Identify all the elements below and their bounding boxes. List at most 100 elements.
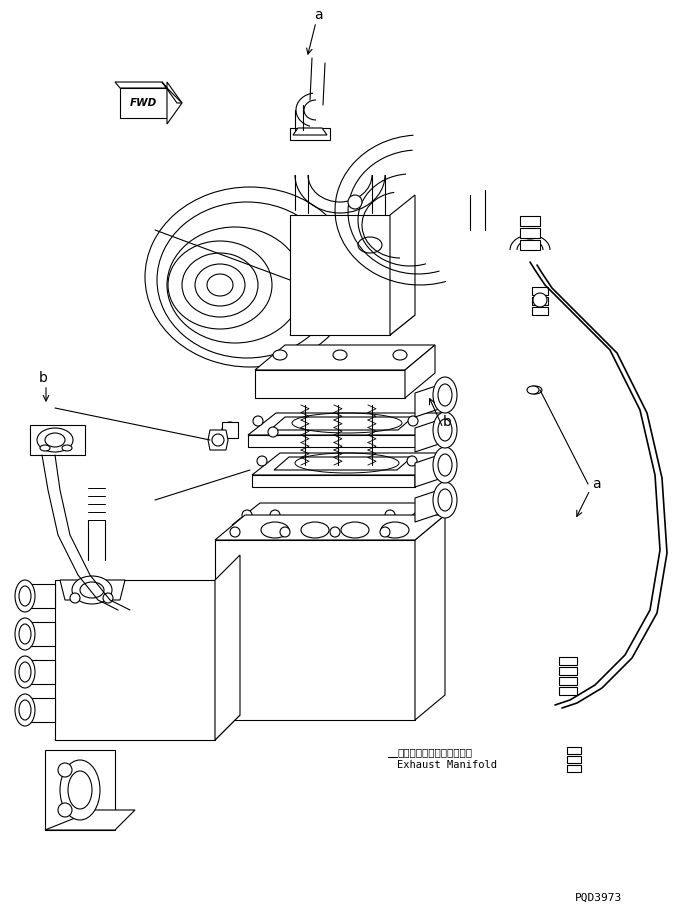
Polygon shape — [115, 82, 167, 88]
Text: b: b — [443, 415, 452, 429]
Polygon shape — [559, 677, 577, 685]
Polygon shape — [232, 503, 428, 525]
Polygon shape — [559, 667, 577, 675]
Polygon shape — [415, 453, 443, 487]
Polygon shape — [60, 580, 125, 600]
Polygon shape — [559, 687, 577, 695]
Polygon shape — [532, 287, 548, 295]
Polygon shape — [25, 584, 55, 608]
Polygon shape — [415, 418, 445, 452]
Polygon shape — [532, 297, 548, 305]
Circle shape — [257, 456, 267, 466]
Polygon shape — [520, 216, 540, 226]
Ellipse shape — [381, 522, 409, 538]
Ellipse shape — [433, 412, 457, 448]
Ellipse shape — [393, 350, 407, 360]
Polygon shape — [405, 345, 435, 398]
Ellipse shape — [358, 237, 382, 253]
Polygon shape — [25, 698, 55, 722]
Circle shape — [380, 527, 390, 537]
Polygon shape — [520, 228, 540, 238]
Ellipse shape — [60, 760, 100, 820]
Polygon shape — [45, 810, 135, 830]
Ellipse shape — [438, 384, 452, 406]
Polygon shape — [252, 475, 415, 487]
Ellipse shape — [301, 522, 329, 538]
Circle shape — [230, 527, 240, 537]
Polygon shape — [567, 747, 581, 754]
Polygon shape — [532, 307, 548, 315]
Polygon shape — [255, 345, 435, 370]
Circle shape — [212, 434, 224, 446]
Ellipse shape — [438, 489, 452, 511]
Polygon shape — [55, 580, 215, 740]
Ellipse shape — [19, 586, 31, 606]
Polygon shape — [293, 128, 327, 135]
Polygon shape — [255, 370, 405, 398]
Polygon shape — [248, 413, 446, 435]
Polygon shape — [162, 82, 182, 103]
Ellipse shape — [19, 624, 31, 644]
Ellipse shape — [528, 386, 542, 394]
Polygon shape — [55, 715, 240, 740]
Polygon shape — [520, 240, 540, 250]
Polygon shape — [252, 453, 443, 475]
Circle shape — [385, 510, 395, 520]
Ellipse shape — [62, 445, 72, 451]
Polygon shape — [215, 515, 445, 540]
Ellipse shape — [40, 445, 50, 451]
Circle shape — [70, 593, 80, 603]
Polygon shape — [290, 315, 415, 335]
Ellipse shape — [45, 433, 65, 447]
Circle shape — [408, 416, 418, 426]
Circle shape — [242, 510, 252, 520]
Polygon shape — [248, 435, 418, 447]
Polygon shape — [25, 660, 55, 684]
Ellipse shape — [438, 454, 452, 476]
Ellipse shape — [433, 482, 457, 518]
Circle shape — [407, 456, 417, 466]
Ellipse shape — [15, 656, 35, 688]
Circle shape — [348, 195, 362, 209]
Ellipse shape — [527, 386, 539, 394]
Polygon shape — [567, 756, 581, 763]
Polygon shape — [215, 540, 415, 720]
Polygon shape — [415, 488, 445, 522]
Circle shape — [533, 293, 547, 307]
Circle shape — [423, 427, 433, 437]
Polygon shape — [232, 525, 400, 540]
Circle shape — [222, 422, 238, 438]
Ellipse shape — [37, 428, 73, 452]
Circle shape — [58, 803, 72, 817]
Polygon shape — [415, 453, 445, 487]
Text: a: a — [592, 477, 600, 491]
Polygon shape — [222, 422, 238, 438]
Circle shape — [268, 427, 278, 437]
Ellipse shape — [72, 576, 112, 604]
Text: エキゾーストマニホールド: エキゾーストマニホールド — [397, 747, 472, 757]
Ellipse shape — [433, 447, 457, 483]
Ellipse shape — [15, 618, 35, 650]
Ellipse shape — [15, 580, 35, 612]
Ellipse shape — [80, 582, 104, 598]
Ellipse shape — [333, 350, 347, 360]
Circle shape — [225, 425, 235, 435]
Ellipse shape — [341, 522, 369, 538]
Circle shape — [253, 416, 263, 426]
Polygon shape — [167, 82, 182, 124]
Text: a: a — [314, 8, 322, 22]
Polygon shape — [274, 457, 412, 470]
Ellipse shape — [273, 350, 287, 360]
Polygon shape — [25, 622, 55, 646]
Circle shape — [103, 593, 113, 603]
Polygon shape — [290, 215, 390, 335]
Ellipse shape — [19, 662, 31, 682]
Polygon shape — [415, 515, 445, 720]
Polygon shape — [400, 503, 428, 540]
Ellipse shape — [438, 419, 452, 441]
Text: FWD: FWD — [130, 98, 157, 108]
Text: Exhaust Manifold: Exhaust Manifold — [397, 760, 497, 770]
Polygon shape — [270, 417, 413, 430]
Polygon shape — [418, 413, 446, 447]
Polygon shape — [215, 555, 240, 740]
